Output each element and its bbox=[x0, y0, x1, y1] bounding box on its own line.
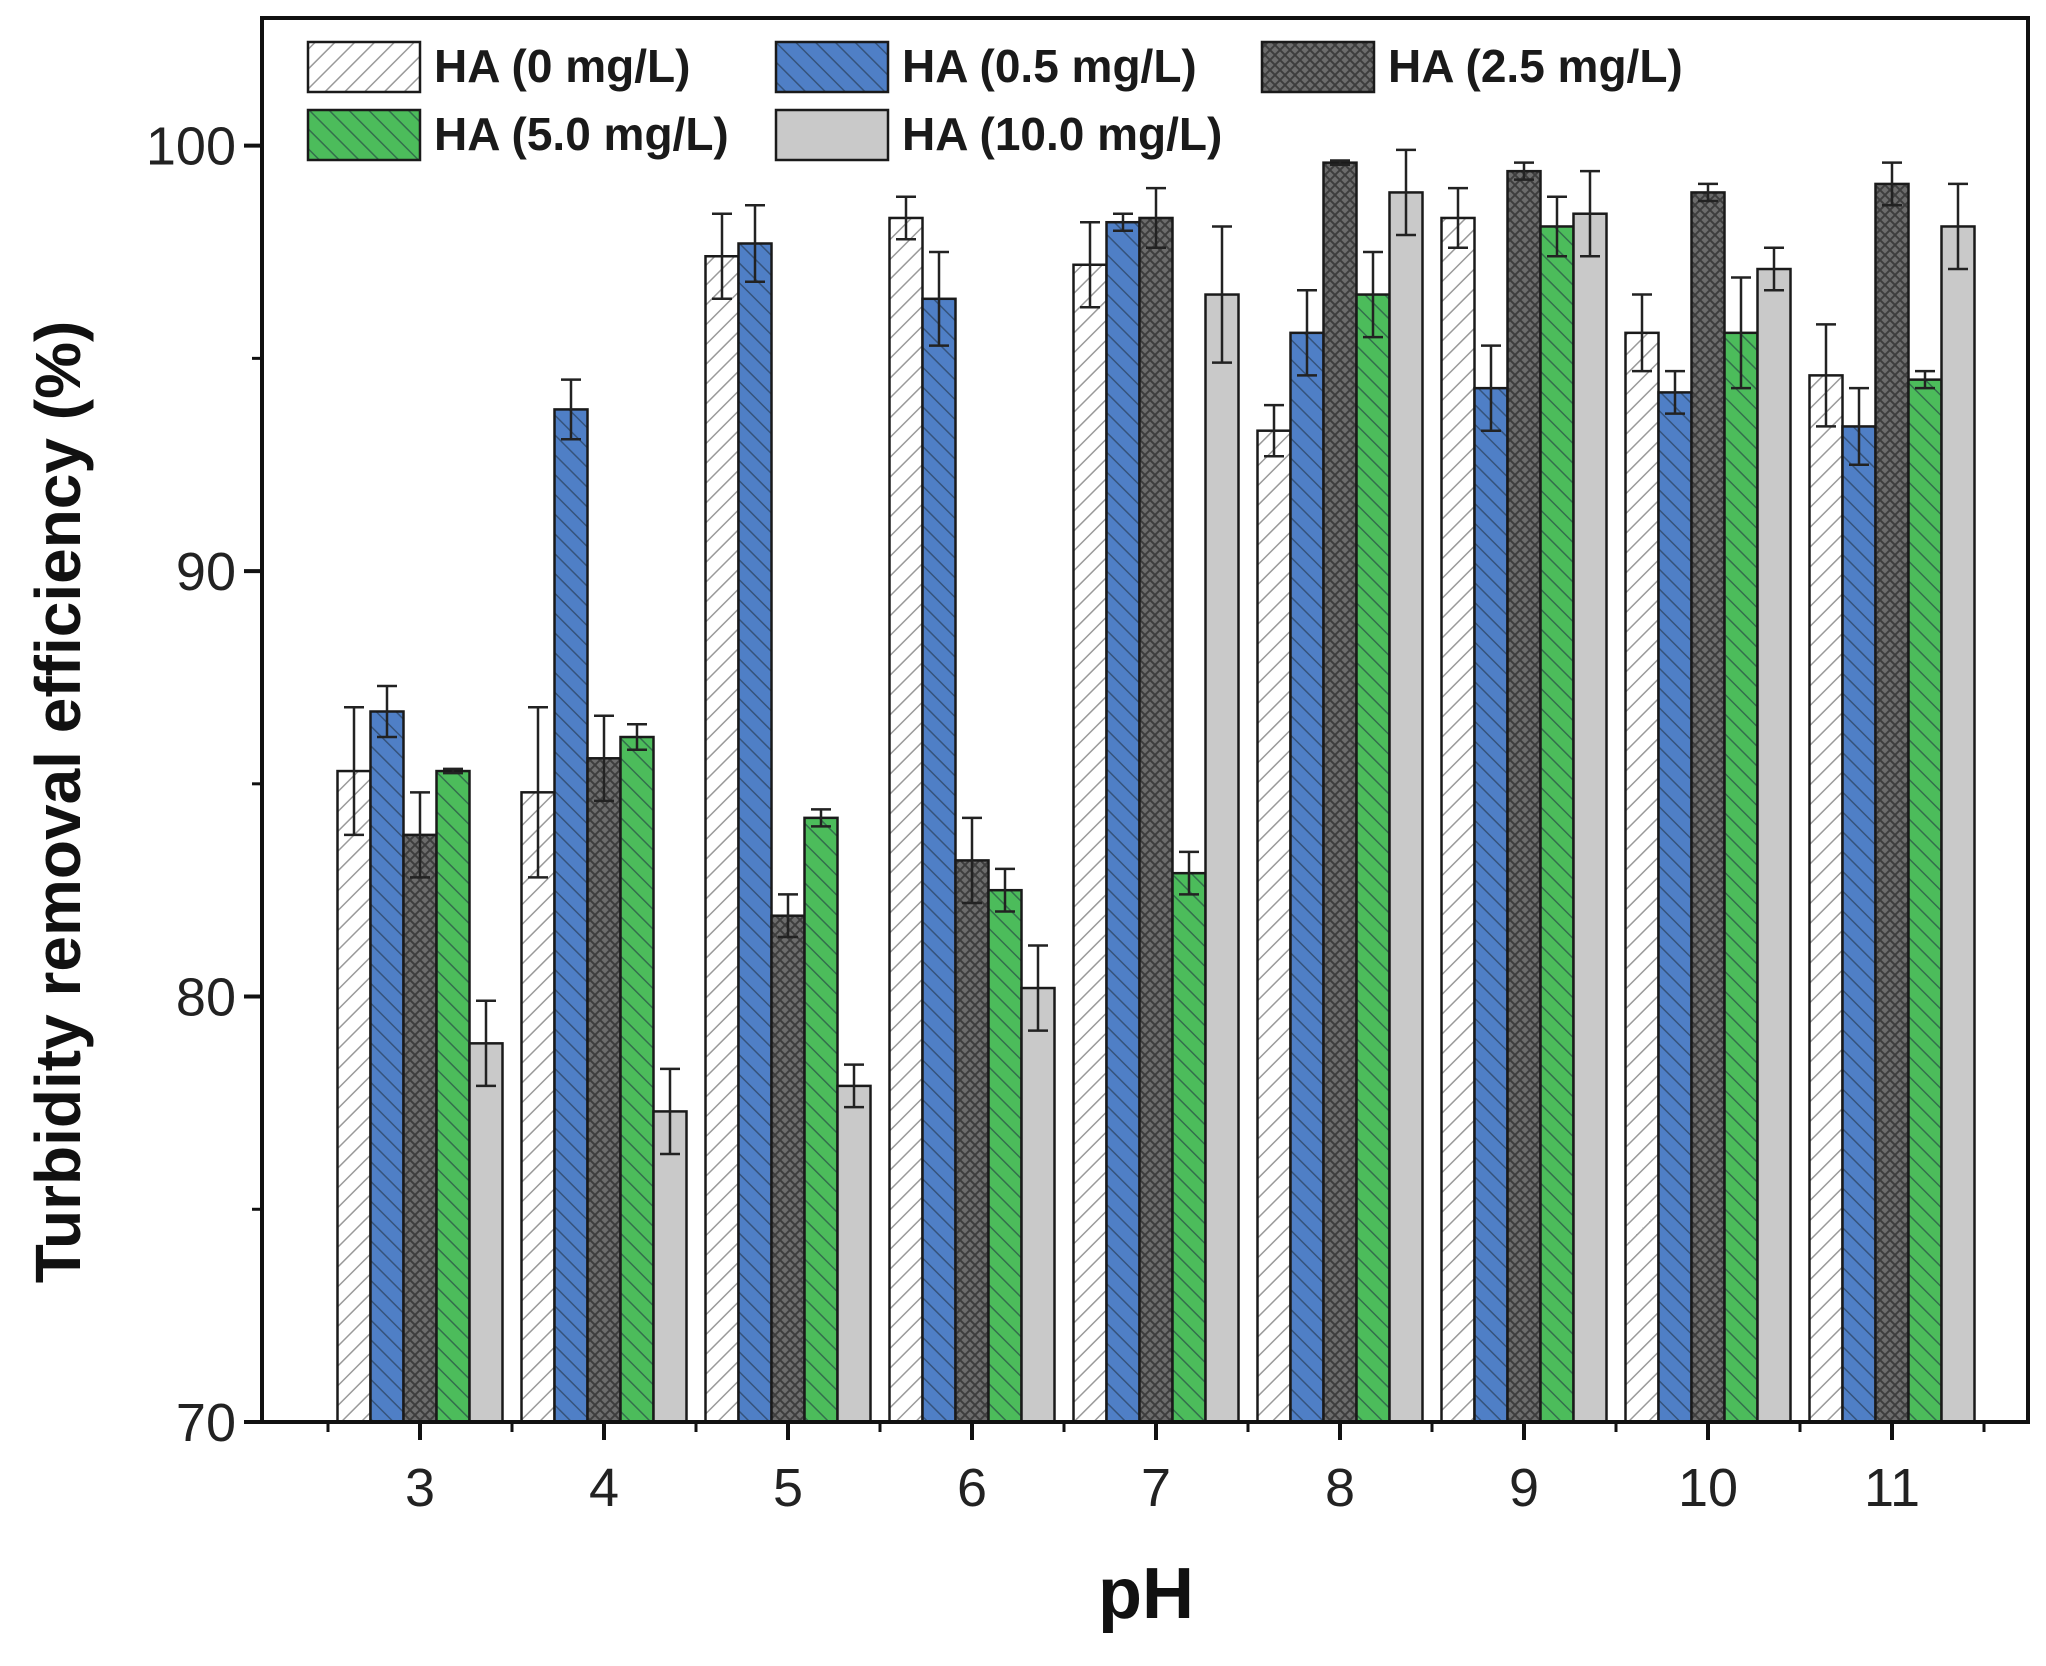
bar bbox=[653, 1111, 687, 1422]
legend: HA (0 mg/L) HA (0.5 mg/L) HA (2.5 mg/L) HA … bbox=[306, 40, 1683, 162]
bar-hatch bbox=[1875, 183, 1909, 1423]
bar-hatch bbox=[1139, 217, 1173, 1423]
series-3 bbox=[402, 159, 1910, 1424]
bar-hatch bbox=[1809, 375, 1843, 1422]
legend-item-3: HA (2.5 mg/L) bbox=[1260, 40, 1683, 94]
legend-swatch-outline bbox=[774, 108, 890, 162]
legend-item-1: HA (0 mg/L) bbox=[306, 40, 690, 94]
bar-hatch bbox=[436, 771, 470, 1422]
axes: 70 80 90 100 3 4 5 6 7 8 9 10 11 bbox=[146, 16, 2030, 1518]
x-tick-label: 5 bbox=[773, 1458, 803, 1518]
bar-hatch bbox=[1658, 392, 1692, 1422]
bar-hatch bbox=[955, 860, 989, 1422]
legend-swatch bbox=[776, 110, 888, 160]
bar-hatch bbox=[1106, 222, 1140, 1423]
bar-hatch bbox=[1073, 264, 1107, 1422]
x-tick-label: 9 bbox=[1509, 1458, 1539, 1518]
bar-hatch bbox=[889, 217, 923, 1423]
bar-hatch bbox=[804, 817, 838, 1422]
bar-hatch bbox=[370, 711, 404, 1422]
bar-hatch bbox=[738, 243, 772, 1422]
plot-area bbox=[336, 148, 1976, 1424]
y-tick-label: 90 bbox=[176, 542, 236, 602]
bar bbox=[1757, 269, 1791, 1422]
bar-hatch bbox=[1356, 294, 1390, 1423]
bar bbox=[1941, 226, 1975, 1422]
bar-hatch bbox=[337, 771, 371, 1422]
bar-hatch bbox=[922, 298, 956, 1422]
bar bbox=[1573, 213, 1607, 1422]
x-tick-label: 11 bbox=[1864, 1458, 1920, 1518]
bar-hatch bbox=[521, 792, 555, 1422]
legend-swatch-hatch bbox=[776, 42, 888, 92]
bar-hatch bbox=[1908, 379, 1942, 1422]
bar-hatch bbox=[1474, 388, 1508, 1422]
legend-item-4: HA (5.0 mg/L) bbox=[306, 108, 729, 162]
bar-hatch bbox=[587, 758, 621, 1422]
bar bbox=[1205, 294, 1239, 1423]
bar-hatch bbox=[403, 834, 437, 1422]
bar-hatch bbox=[1172, 873, 1206, 1422]
y-tick-label: 70 bbox=[176, 1393, 236, 1453]
legend-label: HA (0 mg/L) bbox=[434, 40, 690, 92]
legend-label: HA (0.5 mg/L) bbox=[902, 40, 1197, 92]
bar bbox=[469, 1043, 503, 1422]
bar-hatch bbox=[1625, 332, 1659, 1422]
bar-hatch bbox=[1507, 171, 1541, 1423]
x-tick-label: 10 bbox=[1678, 1458, 1738, 1518]
bar-hatch bbox=[620, 737, 654, 1422]
x-tick-label: 6 bbox=[957, 1458, 987, 1518]
legend-label: HA (5.0 mg/L) bbox=[434, 108, 729, 160]
series-1 bbox=[336, 186, 1844, 1424]
bar bbox=[1389, 192, 1423, 1422]
bar bbox=[1021, 988, 1055, 1422]
legend-item-2: HA (0.5 mg/L) bbox=[774, 40, 1197, 94]
series-4 bbox=[435, 195, 1943, 1424]
y-tick-label: 100 bbox=[146, 117, 236, 177]
legend-label: HA (10.0 mg/L) bbox=[902, 108, 1222, 160]
x-tick-label: 3 bbox=[405, 1458, 435, 1518]
bar bbox=[837, 1085, 871, 1422]
bar-hatch bbox=[1842, 426, 1876, 1422]
bar-hatch bbox=[1290, 332, 1324, 1422]
bar-hatch bbox=[988, 890, 1022, 1422]
plot-frame bbox=[260, 16, 2030, 1424]
bar-hatch bbox=[1724, 332, 1758, 1422]
bar-hatch bbox=[1257, 430, 1291, 1422]
bar-hatch bbox=[705, 256, 739, 1423]
x-axis-title: pH bbox=[1098, 1554, 1194, 1634]
legend-swatch-outline bbox=[1260, 40, 1376, 94]
bar-hatch bbox=[554, 409, 588, 1422]
y-axis-title: Turbidity removal efficiency (%) bbox=[22, 321, 94, 1284]
bar-hatch bbox=[1691, 192, 1725, 1422]
bar-hatch bbox=[1323, 162, 1357, 1422]
bar-hatch bbox=[771, 915, 805, 1422]
legend-swatch-outline bbox=[306, 108, 422, 162]
bar-hatch bbox=[1540, 226, 1574, 1422]
x-tick-label: 7 bbox=[1141, 1458, 1171, 1518]
legend-swatch-hatch bbox=[308, 42, 420, 92]
legend-label: HA (2.5 mg/L) bbox=[1388, 40, 1683, 92]
series-2 bbox=[369, 203, 1877, 1424]
legend-swatch-hatch bbox=[308, 110, 420, 160]
y-tick-label: 80 bbox=[176, 968, 236, 1028]
x-tick-label: 8 bbox=[1325, 1458, 1355, 1518]
legend-swatch-hatch bbox=[1262, 42, 1374, 92]
bar-hatch bbox=[1441, 217, 1475, 1423]
legend-item-5: HA (10.0 mg/L) bbox=[774, 108, 1222, 162]
x-tick-label: 4 bbox=[589, 1458, 619, 1518]
legend-swatch-outline bbox=[306, 40, 422, 94]
legend-swatch-outline bbox=[774, 40, 890, 94]
series-5 bbox=[468, 148, 1976, 1424]
